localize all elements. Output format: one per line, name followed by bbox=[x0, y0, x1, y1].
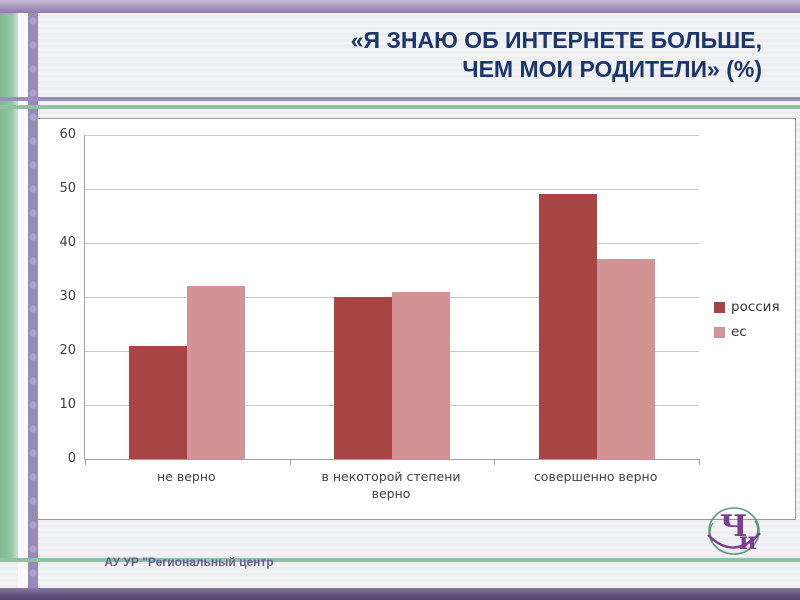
x-axis-tick bbox=[289, 459, 291, 465]
legend-label: ес bbox=[731, 324, 747, 340]
bar-россия bbox=[538, 194, 597, 459]
legend-label: россия bbox=[731, 299, 780, 315]
gridline bbox=[85, 189, 699, 190]
bar-ес bbox=[187, 286, 246, 459]
legend-swatch-россия bbox=[714, 301, 725, 313]
bar-ес bbox=[596, 259, 655, 459]
bar-ес bbox=[392, 291, 450, 459]
bar-россия bbox=[129, 345, 188, 459]
x-axis-tick bbox=[699, 459, 700, 465]
chart-legend: россия ес bbox=[714, 299, 780, 349]
top-border-band bbox=[0, 0, 800, 13]
left-purple-stripe bbox=[28, 13, 38, 588]
y-tick-label: 40 bbox=[59, 235, 76, 250]
y-tick-label: 60 bbox=[59, 127, 76, 142]
legend-item: ес bbox=[714, 324, 780, 340]
x-axis-label: совершенно верно bbox=[533, 469, 658, 484]
bar-россия bbox=[334, 297, 392, 459]
footer-line1: АУ УР "Региональный центр bbox=[104, 555, 274, 569]
slide-title-line1: «Я ЗНАЮ ОБ ИНТЕРНЕТЕ БОЛЬШЕ, bbox=[350, 27, 762, 53]
gridline bbox=[85, 135, 699, 136]
x-axis-label: не верно bbox=[157, 469, 216, 484]
legend-swatch-ес bbox=[714, 326, 725, 338]
plot-area bbox=[84, 135, 700, 465]
y-tick-label: 10 bbox=[59, 397, 76, 412]
x-axis-label: в некоторой степени верно bbox=[321, 469, 461, 501]
slide-title-line2: ЧЕМ МОИ РОДИТЕЛИ» (%) bbox=[462, 56, 762, 83]
x-axis-tick bbox=[494, 459, 496, 465]
left-green-stripe bbox=[0, 13, 18, 562]
y-tick-label: 0 bbox=[67, 451, 76, 466]
logo-letter-ch: Ч bbox=[720, 509, 747, 544]
chart-panel: 0 10 20 30 40 50 60 не верно в некоторой степен… bbox=[37, 118, 796, 520]
bottom-green-rule bbox=[0, 558, 800, 562]
legend-item: россия bbox=[714, 299, 780, 315]
y-tick-label: 20 bbox=[59, 343, 76, 358]
y-tick-label: 50 bbox=[59, 181, 76, 196]
slide-title: «Я ЗНАЮ ОБ ИНТЕРНЕТЕ БОЛЬШЕ, ЧЕМ МОИ РОД… bbox=[351, 26, 762, 85]
footer-caption: АУ УР "Региональный центр информатизации… bbox=[28, 517, 350, 600]
x-axis-tick bbox=[85, 459, 86, 465]
horizontal-purple-rule bbox=[0, 97, 800, 101]
bottom-border-band bbox=[0, 588, 800, 600]
horizontal-green-rule bbox=[0, 105, 800, 109]
left-white-stripe bbox=[18, 13, 28, 588]
logo-letter-i: и bbox=[739, 526, 757, 555]
y-tick-label: 30 bbox=[59, 289, 76, 304]
gridline bbox=[85, 243, 699, 244]
org-logo-icon: Ч и bbox=[707, 507, 761, 555]
